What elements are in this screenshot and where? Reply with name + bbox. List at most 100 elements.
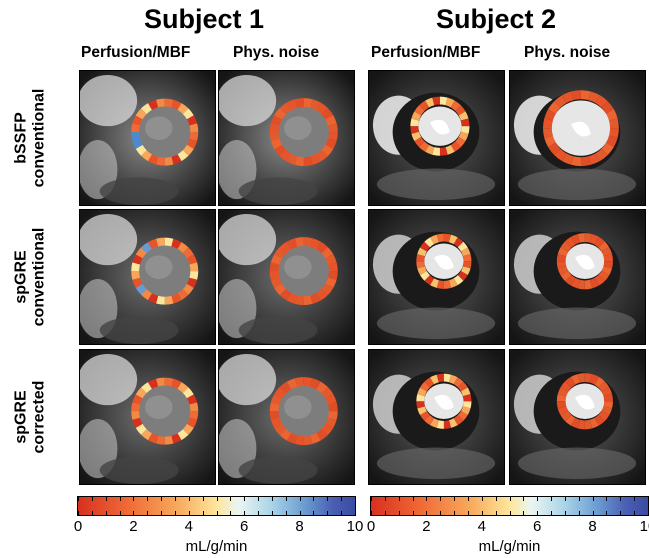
colorbar-tick: [537, 497, 539, 501]
colorbar-tick: [91, 497, 93, 501]
myocardium-segment: [182, 108, 194, 120]
colorbar-tick: [412, 511, 414, 515]
myocardium-segment: [584, 419, 593, 430]
myocardium-segment: [419, 381, 431, 392]
myocardium-segment: [570, 234, 581, 245]
myocardium-segment: [588, 153, 600, 165]
colorbar-tick: [592, 497, 594, 501]
myocardium-segment: [182, 144, 194, 156]
colorbar-subject-1: [77, 496, 356, 516]
myocardium-segment: [294, 377, 304, 387]
colorbar-tick: [216, 511, 218, 515]
myocardium-segment: [310, 153, 321, 165]
myocardium-segment: [606, 109, 618, 121]
colorbar-tick: [481, 511, 483, 515]
myocardium-segment: [156, 98, 165, 108]
myocardium-segment: [561, 91, 574, 104]
colorbar-tick: [398, 497, 400, 501]
myocardium-segment: [321, 247, 334, 259]
myocardium-segment: [554, 95, 567, 108]
myocardium-segment: [565, 414, 576, 426]
myocardium-segment: [182, 247, 194, 259]
myocardium-segment: [560, 270, 572, 282]
myocardium-segment: [294, 98, 304, 108]
myocardium-segment: [557, 266, 569, 276]
myocardium-segment: [135, 247, 147, 259]
myocardium-segment: [321, 283, 334, 296]
myocardium-segment: [274, 283, 287, 296]
myocardium-segment: [186, 115, 198, 126]
mri-panel-subject-1-noise-row-3: [218, 349, 355, 485]
myocardium-segment: [274, 108, 287, 120]
myocardium-segment: [270, 277, 283, 289]
myocardium-segment: [436, 233, 445, 243]
myocardium-segment: [171, 238, 182, 249]
colorbar-tick-label: 4: [477, 518, 486, 535]
colorbar-tick: [133, 497, 135, 501]
myocardium-segment: [325, 417, 337, 429]
colorbar-tick: [258, 511, 260, 515]
myocardium-segment: [577, 373, 586, 383]
myocardium-segment: [189, 270, 199, 280]
myocardium-segment: [570, 374, 581, 385]
myocardium-segment: [177, 150, 189, 162]
myocardium-segment: [577, 419, 586, 430]
myocardium-segment: [410, 118, 420, 127]
myocardium-segment: [164, 377, 174, 387]
myocardium-segment: [189, 262, 199, 272]
colorbar-tick-label: 10: [639, 518, 649, 535]
myocardium-segment: [274, 423, 287, 436]
colorbar-tick: [495, 511, 497, 515]
subject-1-title: Subject 1: [144, 4, 265, 34]
myocardium-segment: [132, 277, 143, 288]
myocardium-segment: [460, 247, 471, 257]
colorbar-tick: [578, 497, 580, 501]
myocardium-segment: [177, 429, 189, 441]
myocardium-segment: [171, 99, 182, 110]
colorbar-tick: [147, 511, 149, 515]
myocardium-segment: [189, 402, 199, 412]
mri-panel-subject-1-perfusion-row-3: [79, 349, 216, 485]
myocardium-segment: [269, 123, 280, 133]
myocardium-segment: [556, 393, 567, 402]
myocardium-segment: [445, 97, 455, 108]
myocardium-segment: [424, 275, 435, 286]
mri-panel-subject-1-noise-row-1: [218, 70, 355, 206]
myocardium-segment: [327, 123, 338, 133]
myocardium-segment: [416, 401, 425, 409]
mri-panel-subject-2-noise-row-3: [509, 349, 646, 485]
myocardium-segment: [462, 261, 472, 269]
myocardium-segment: [608, 118, 619, 129]
mri-image: [80, 71, 215, 205]
myocardium-segment: [132, 138, 143, 149]
myocardium-segment: [286, 292, 298, 304]
myocardium-segment: [303, 237, 313, 247]
myocardium-segment: [601, 247, 613, 257]
colorbar-unit-label: mL/g/min: [478, 538, 541, 555]
myocardium-segment: [164, 295, 174, 305]
myocardium-segment: [147, 293, 159, 304]
myocardium-segment: [458, 131, 469, 141]
myocardium-segment: [448, 234, 458, 245]
myocardium-segment: [457, 410, 468, 421]
myocardium-segment: [164, 156, 174, 166]
myocardium-segment: [589, 277, 599, 289]
mri-panel-subject-2-perfusion-row-2: [368, 209, 505, 345]
myocardium-segment: [325, 138, 337, 150]
myocardium-segment: [594, 274, 605, 286]
colorbar-tick: [341, 511, 343, 515]
myocardium-segment: [601, 101, 614, 114]
myocardium-segment: [147, 378, 159, 389]
myocardium-segment: [458, 111, 469, 121]
myocardium-segment: [310, 432, 321, 444]
myocardium-segment: [171, 293, 182, 304]
colorbar-tick: [398, 511, 400, 515]
myocardium-segment: [598, 410, 610, 422]
myocardium-segment: [450, 100, 461, 111]
myocardium-segment: [448, 374, 458, 385]
colorbar-tick: [285, 497, 287, 501]
myocardium-segment: [286, 238, 298, 250]
row-label-line1: bSSFP: [12, 112, 29, 164]
colorbar-tick-label: 2: [129, 518, 138, 535]
myocardium-segment: [186, 417, 198, 428]
